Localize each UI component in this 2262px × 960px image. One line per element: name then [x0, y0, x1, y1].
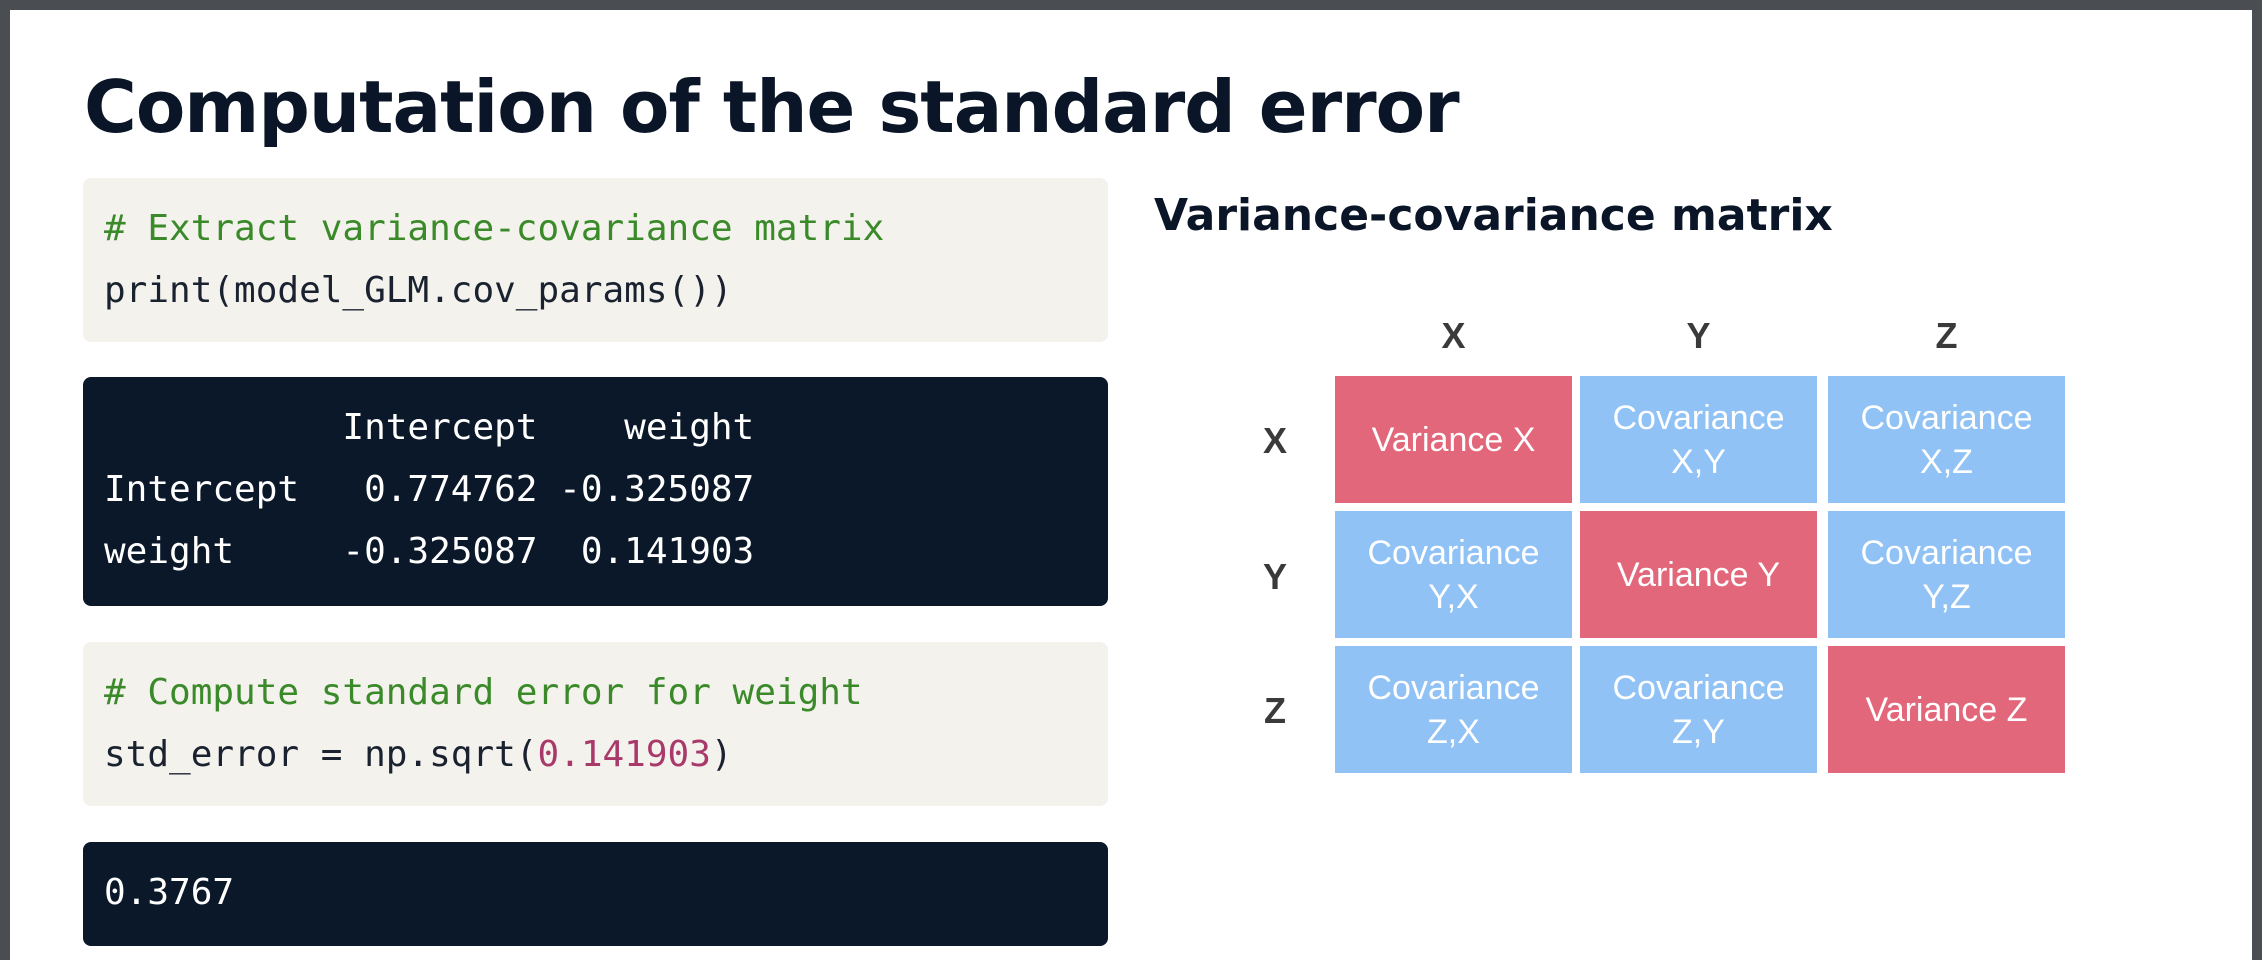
- matrix-row-header: Y: [1262, 556, 1287, 597]
- matrix-cell-y-x: Covariance Y,X: [1335, 511, 1572, 638]
- code-comment: # Extract variance-covariance matrix: [104, 208, 885, 249]
- code-text: std_error = np.sqrt(: [104, 734, 538, 775]
- se-code-block: # Compute standard error for weight std_e…: [83, 642, 1108, 806]
- code-line: std_error = np.sqrt(0.141903): [104, 724, 1108, 786]
- matrix-row-header: X: [1262, 420, 1287, 461]
- output-line: weight -0.325087 0.141903: [104, 531, 755, 572]
- code-number: 0.141903: [537, 734, 711, 775]
- output-value: 0.3767: [104, 872, 235, 913]
- matrix-cell-y-z: Covariance Y,Z: [1828, 511, 2065, 638]
- matrix-cell-z-x: Covariance Z,X: [1335, 646, 1572, 773]
- matrix-cell-x-y: Covariance X,Y: [1580, 376, 1817, 503]
- slide-title: Computation of the standard error: [84, 65, 1460, 149]
- matrix-col-header: X: [1441, 315, 1466, 356]
- code-comment: # Compute standard error for weight: [104, 672, 863, 713]
- cov-code-block: # Extract variance-covariance matrix prin…: [83, 178, 1108, 342]
- matrix-row-header: Z: [1264, 690, 1286, 731]
- cov-output-block: Intercept weight Intercept 0.774762 -0.32…: [83, 377, 1108, 606]
- matrix-cell-z-y: Covariance Z,Y: [1580, 646, 1817, 773]
- matrix-col-header: Y: [1686, 315, 1711, 356]
- matrix-cell-z-z: Variance Z: [1828, 646, 2065, 773]
- code-line: print(model_GLM.cov_params()): [104, 270, 733, 311]
- matrix-title: Variance-covariance matrix: [1154, 190, 1833, 241]
- se-output-block: 0.3767: [83, 842, 1108, 946]
- matrix-col-header: Z: [1935, 315, 1958, 356]
- slide: Computation of the standard error # Extr…: [10, 10, 2252, 960]
- matrix-cell-x-z: Covariance X,Z: [1828, 376, 2065, 503]
- output-line: Intercept 0.774762 -0.325087: [104, 469, 755, 510]
- code-text: ): [710, 734, 733, 775]
- matrix-cell-y-y: Variance Y: [1580, 511, 1817, 638]
- matrix-cell-x-x: Variance X: [1335, 376, 1572, 503]
- output-line: Intercept weight: [104, 407, 755, 448]
